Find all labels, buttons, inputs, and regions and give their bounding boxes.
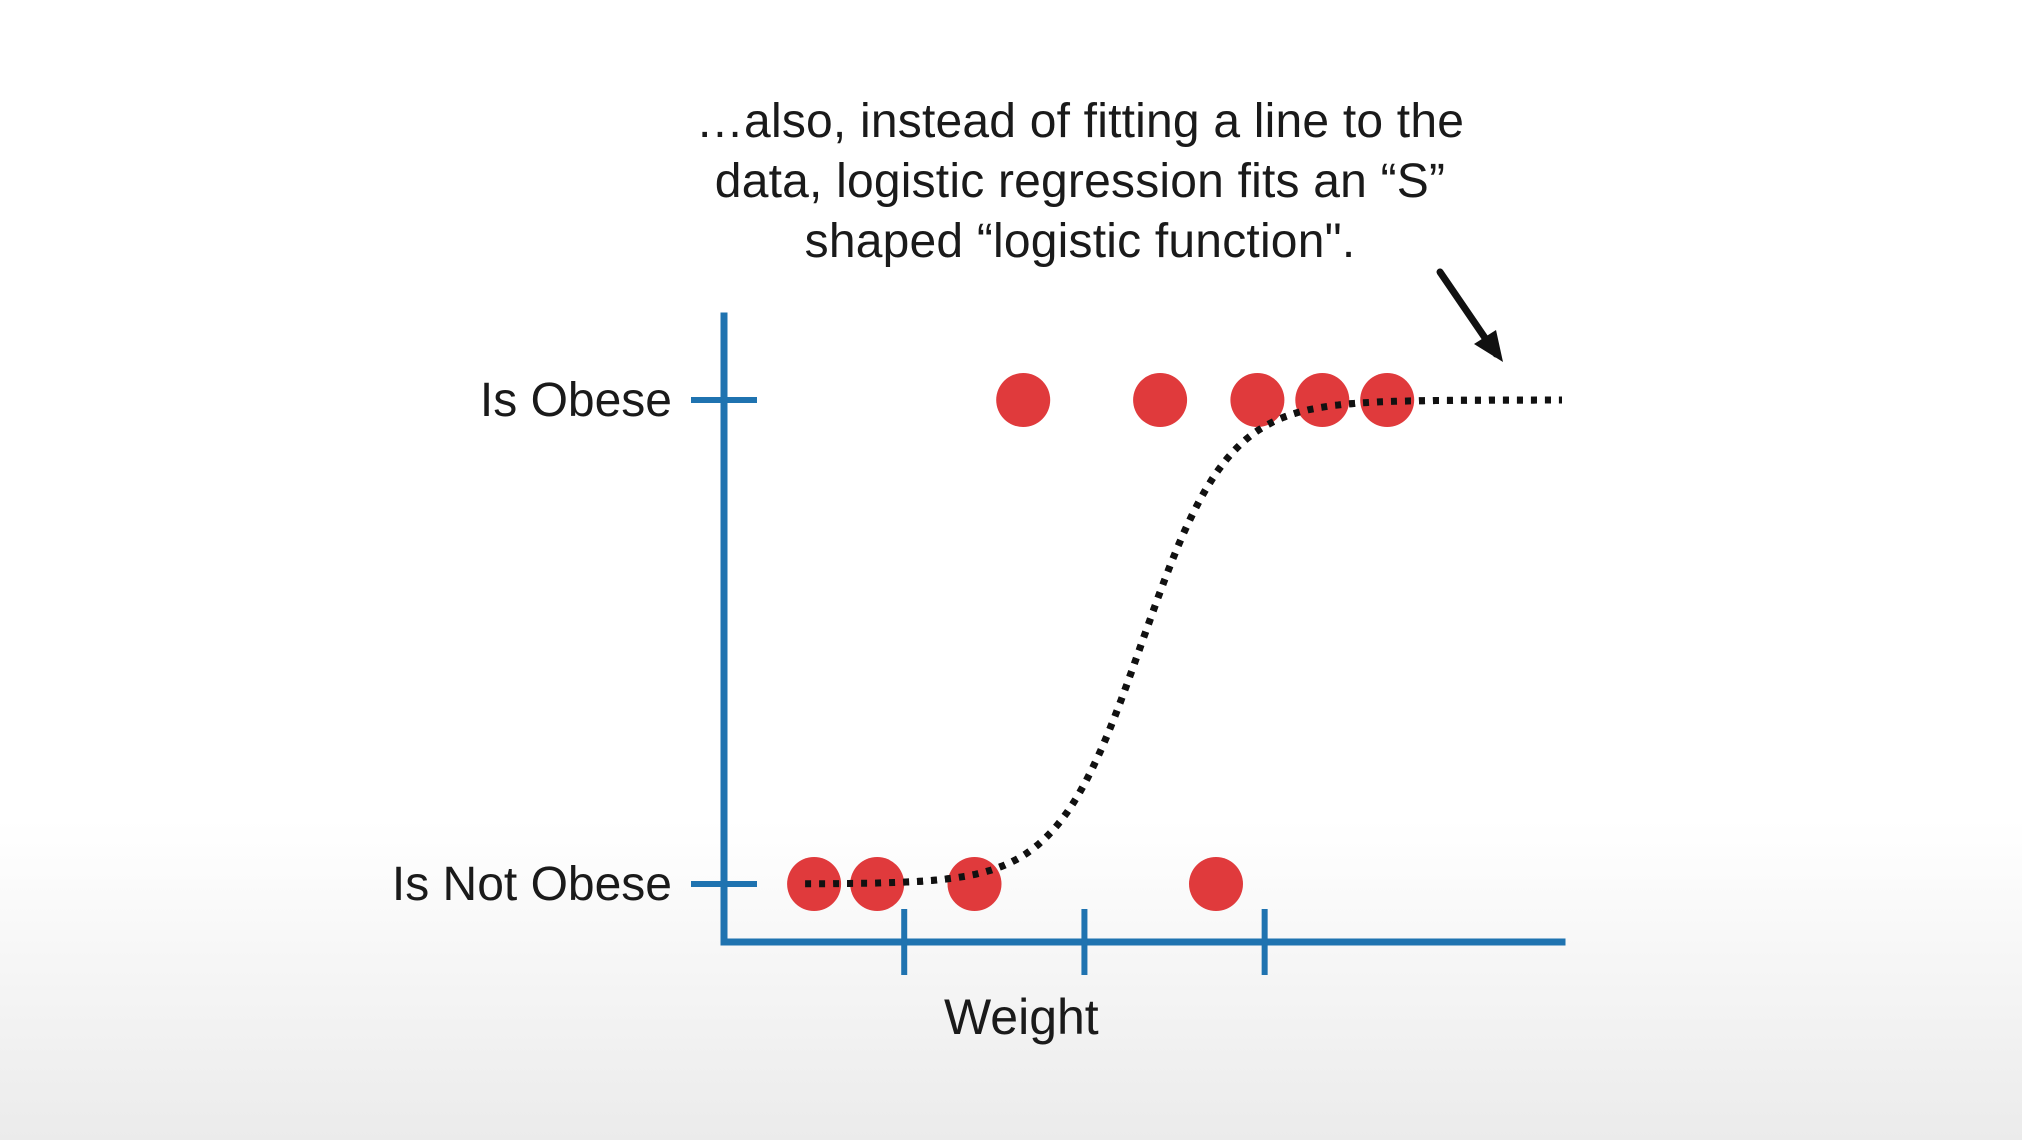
axes xyxy=(691,312,1566,975)
annotation-line-1: …also, instead of fitting a line to the xyxy=(695,95,1465,148)
data-point-0 xyxy=(787,857,842,911)
data-point-7 xyxy=(1295,373,1350,427)
data-point-2 xyxy=(947,857,1002,911)
data-point-8 xyxy=(1360,373,1415,427)
data-point-3 xyxy=(1189,857,1243,911)
axis-labels: Is Not Obese Is Obese Weight xyxy=(392,374,1099,1045)
data-point-4 xyxy=(996,373,1051,427)
annotation-line-3: shaped “logistic function". xyxy=(804,215,1356,268)
data-point-6 xyxy=(1230,373,1285,427)
logistic-curve-layer xyxy=(805,396,1562,888)
logistic-curve xyxy=(805,396,1562,888)
x-axis-label: Weight xyxy=(944,989,1099,1045)
logistic-curve-overlay xyxy=(805,396,1562,888)
logistic-curve-overlay-path xyxy=(805,396,1562,888)
annotation-line-2: data, logistic regression fits an “S” xyxy=(714,155,1446,208)
y-category-label-0: Is Not Obese xyxy=(392,858,672,911)
annotation-text: …also, instead of fitting a line to the … xyxy=(680,92,1480,272)
annotation-arrow-head xyxy=(1474,330,1503,362)
data-point-5 xyxy=(1133,373,1188,427)
y-category-label-1: Is Obese xyxy=(480,374,672,427)
data-points xyxy=(787,373,1415,911)
